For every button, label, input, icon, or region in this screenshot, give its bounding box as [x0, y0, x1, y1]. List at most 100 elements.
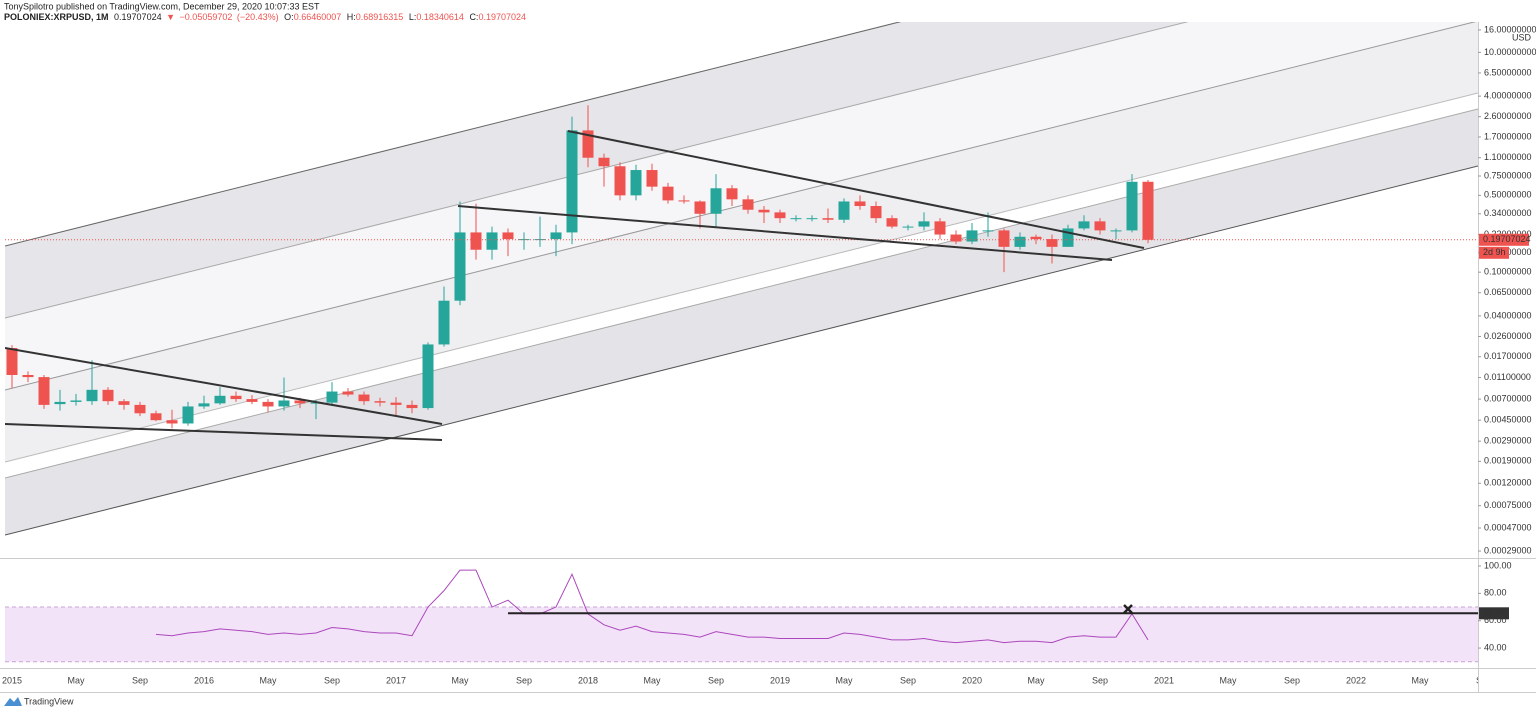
x-tick-label: 2018: [578, 675, 598, 685]
candle-body: [454, 232, 466, 301]
candle-body: [1142, 181, 1154, 240]
candle-body: [1110, 230, 1122, 232]
x-tick-label: Sep: [324, 675, 340, 685]
candle-body: [710, 188, 722, 214]
candle-body: [646, 170, 658, 187]
y-tick-label: 1.10000000: [1484, 152, 1532, 162]
candle-body: [166, 420, 178, 424]
cross-marker: [1123, 604, 1133, 614]
candle-body: [950, 234, 962, 242]
candle-body: [406, 404, 418, 409]
candle-body: [54, 401, 66, 405]
candle-body: [790, 218, 802, 220]
x-tick-label: Sep: [1092, 675, 1108, 685]
trendline: [457, 205, 1113, 261]
y-tick-label: 0.01100000: [1484, 372, 1531, 382]
y-tick-label: 0.00290000: [1484, 436, 1532, 446]
candle-body: [918, 221, 930, 227]
candle-body: [198, 403, 210, 407]
ohlc-prefix: C:: [469, 12, 478, 22]
channel-line: [5, 108, 1478, 479]
candle-body: [742, 199, 754, 210]
y-tick-label: 16.00000000: [1484, 24, 1536, 34]
y-tick-label: 100.00: [1484, 560, 1512, 570]
channel-line: [5, 22, 1189, 319]
ohlc-value: 0.19707024: [478, 12, 526, 22]
candle-body: [1046, 239, 1058, 247]
candle-body: [262, 401, 274, 407]
candle-body: [550, 232, 562, 240]
candle-body: [598, 157, 610, 167]
candle-body: [6, 348, 18, 375]
candle-body: [678, 200, 690, 202]
candle-body: [534, 239, 546, 241]
x-tick-label: May: [643, 675, 661, 685]
x-tick-label: May: [67, 675, 85, 685]
candle-body: [614, 166, 626, 196]
rsi-pane: [5, 569, 1478, 663]
x-tick-label: Sep: [516, 675, 532, 685]
x-tick-label: May: [1027, 675, 1045, 685]
candle-body: [310, 402, 322, 404]
trendlines: [5, 130, 1145, 441]
countdown-box: [1479, 246, 1509, 259]
candle-body: [870, 206, 882, 219]
x-tick-label: May: [259, 675, 277, 685]
y-tick-label: 0.00190000: [1484, 456, 1532, 466]
x-tick-label: Sep: [708, 675, 724, 685]
x-tick-label: 2015: [2, 675, 22, 685]
candle-body: [486, 232, 498, 250]
candle-body: [358, 394, 370, 402]
channel-line: [5, 165, 1478, 536]
candle-body: [422, 344, 434, 409]
channel-band: [5, 22, 1478, 462]
rsi-band: [5, 607, 1478, 662]
x-tick-label: May: [1219, 675, 1237, 685]
y-tick-label: 0.75000000: [1484, 170, 1532, 180]
y-unit: USD: [1512, 32, 1532, 42]
candle-body: [822, 218, 834, 220]
candle-body: [102, 389, 114, 402]
y-tick-label: 0.00029000: [1484, 545, 1532, 555]
candle-body: [694, 201, 706, 214]
footer: TradingView: [24, 696, 74, 706]
candle-body: [1094, 221, 1106, 231]
candle-body: [630, 170, 642, 196]
symbol-line: POLONIEX:XRPUSD, 1M 0.19707024 ▼ −0.0505…: [4, 12, 526, 22]
channel-line: [5, 22, 1477, 391]
x-tick-label: 2017: [386, 675, 406, 685]
y-tick-label: 0.10000000: [1484, 267, 1532, 277]
candle-body: [134, 404, 146, 414]
channel: [5, 22, 1478, 536]
y-tick-label: 80.00: [1484, 588, 1507, 598]
last-price-box: [1479, 233, 1529, 246]
x-tick-label: May: [451, 675, 469, 685]
ohlc-prefix: O:: [284, 12, 294, 22]
candle-body: [1014, 236, 1026, 247]
candle-body: [230, 395, 242, 400]
y-tick-label: 0.00075000: [1484, 500, 1532, 510]
change: −0.05059702: [180, 12, 233, 22]
y-tick-label: 40.00: [1484, 642, 1507, 652]
trendline: [5, 347, 443, 425]
x-tick-label: May: [835, 675, 853, 685]
candle-body: [1078, 221, 1090, 229]
candle-body: [502, 232, 514, 240]
candle-body: [998, 230, 1010, 247]
x-tick-label: 2022: [1346, 675, 1366, 685]
y-tick-label: 0.50000000: [1484, 190, 1532, 200]
candle-body: [966, 230, 978, 242]
candle-body: [22, 374, 34, 378]
y-tick-label: 0.06500000: [1484, 287, 1532, 297]
trendline: [5, 423, 443, 441]
candle-body: [774, 212, 786, 219]
x-tick-label: Sep: [900, 675, 916, 685]
y-tick-label: 0.34000000: [1484, 208, 1532, 218]
candle-body: [438, 300, 450, 345]
ohlc-prefix: L:: [409, 12, 417, 22]
last-price-label: 0.19707024: [1483, 234, 1531, 244]
footer-logo: [4, 697, 22, 706]
